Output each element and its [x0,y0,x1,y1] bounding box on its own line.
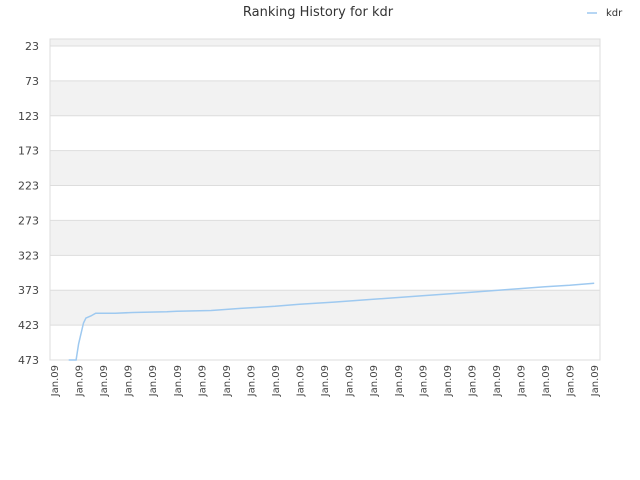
plot-band [50,290,600,326]
x-tick-label: Jan.09 [222,365,233,397]
x-tick-label: Jan.09 [418,365,429,397]
y-tick-label: 123 [18,110,39,123]
plot-band [50,80,600,116]
x-tick-label: Jan.09 [541,365,552,397]
y-tick-label: 23 [25,40,39,53]
x-tick-label: Jan.09 [148,365,159,397]
plot-band [50,220,600,256]
x-tick-label: Jan.09 [246,365,257,397]
y-tick-label: 473 [18,354,39,367]
y-tick-label: 173 [18,145,39,158]
x-tick-label: Jan.09 [492,365,503,397]
plot-frame [49,38,601,361]
y-tick-label: 73 [25,75,39,88]
x-tick-label: Jan.09 [443,365,454,397]
plot-band [50,45,600,81]
legend-label-kdr: kdr [606,8,623,19]
x-tick-label: Jan.09 [296,365,307,397]
x-tick-label: Jan.09 [345,365,356,397]
plot-band [50,255,600,291]
y-tick-label: 373 [18,284,39,297]
x-tick-label: Jan.09 [99,365,110,397]
x-tick-label: Jan.09 [467,365,478,397]
y-tick-label: 323 [18,249,39,262]
series-layer [68,282,595,361]
x-tick-label: Jan.09 [124,365,135,397]
chart-title: Ranking History for kdr [243,5,394,20]
x-tick-label: Jan.09 [320,365,331,397]
x-tick-label: Jan.09 [197,365,208,397]
y-tick-label: 223 [18,180,39,193]
plot-band [50,115,600,151]
x-tick-label: Jan.09 [517,365,528,397]
y-axis-ticks: 23 73 123 173 223 273 323 373 423 473 [18,40,39,367]
x-tick-label: Jan.09 [566,365,577,397]
x-axis-ticks: Jan.09 Jan.09 Jan.09 Jan.09 Jan.09 Jan.09 Jan.… [50,365,601,397]
x-tick-label: Jan.09 [75,365,86,397]
plot-band [50,150,600,186]
legend: kdr [587,8,623,19]
x-tick-label: Jan.09 [369,365,380,397]
plot-band [50,39,600,46]
plot-band [50,185,600,221]
plot-background-bands [50,39,600,360]
x-tick-label: Jan.09 [173,365,184,397]
x-tick-label: Jan.09 [590,365,601,397]
plot-band [50,325,600,360]
x-tick-label: Jan.09 [394,365,405,397]
x-tick-label: Jan.09 [50,365,61,397]
y-tick-label: 423 [18,319,39,332]
y-tick-label: 273 [18,214,39,227]
x-tick-label: Jan.09 [271,365,282,397]
series-line-kdr [68,282,595,361]
